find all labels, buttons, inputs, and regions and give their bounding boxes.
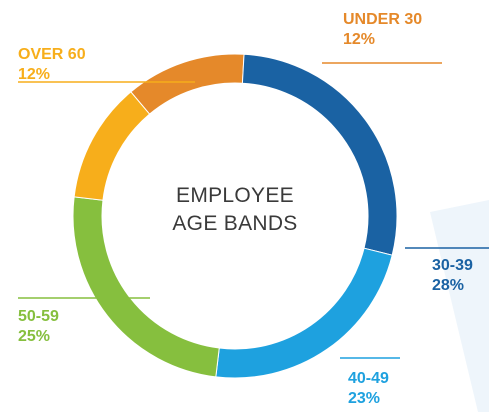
slice-label-name: 30-39 xyxy=(432,257,473,274)
slice-label-50-59: 50-59 25% xyxy=(18,307,59,347)
slice-label-under-30: UNDER 30 12% xyxy=(343,10,422,50)
slice-label-40-49: 40-49 23% xyxy=(348,369,389,409)
slice-label-value: 28% xyxy=(432,277,465,294)
slice-label-value: 23% xyxy=(348,390,381,407)
slice-label-name: UNDER 30 xyxy=(343,11,423,28)
slice-label-value: 25% xyxy=(18,328,51,345)
slice-label-name: 50-59 xyxy=(18,308,59,325)
slice-label-value: 12% xyxy=(343,31,376,48)
background-light-shape xyxy=(430,200,489,412)
slice-label-value: 12% xyxy=(18,66,51,83)
slice-label-name: OVER 60 xyxy=(18,46,86,63)
slice-label-30-39: 30-39 28% xyxy=(432,256,473,296)
chart-title-line-2: AGE BANDS xyxy=(172,212,298,235)
donut-slice-over-60 xyxy=(73,91,151,201)
chart-title-line-1: EMPLOYEE xyxy=(176,184,294,207)
donut-slice-under-30 xyxy=(130,53,245,115)
slice-label-name: 40-49 xyxy=(348,370,389,387)
chart-title: EMPLOYEE AGE BANDS xyxy=(135,182,335,238)
slice-label-over-60: OVER 60 12% xyxy=(18,45,86,85)
